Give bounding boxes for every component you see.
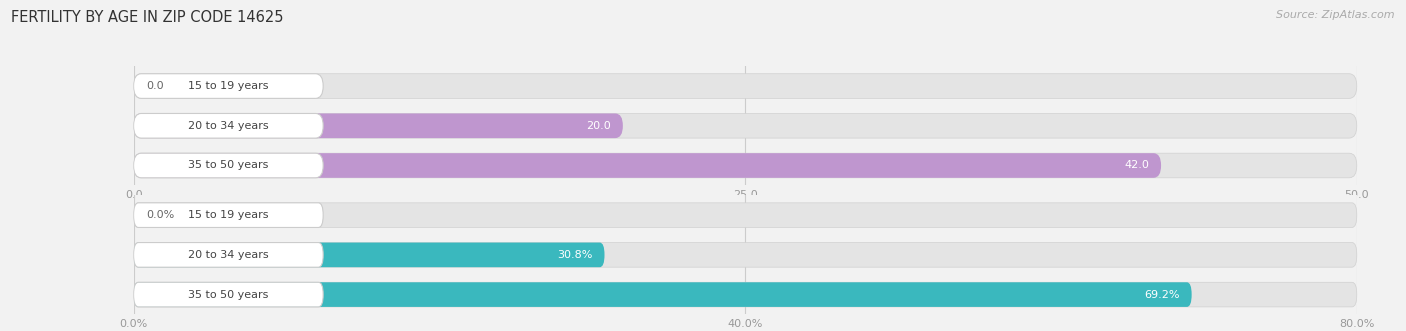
- Text: 15 to 19 years: 15 to 19 years: [188, 81, 269, 91]
- FancyBboxPatch shape: [134, 153, 1161, 178]
- FancyBboxPatch shape: [134, 114, 623, 138]
- Text: FERTILITY BY AGE IN ZIP CODE 14625: FERTILITY BY AGE IN ZIP CODE 14625: [11, 10, 284, 25]
- FancyBboxPatch shape: [134, 114, 323, 138]
- Text: 69.2%: 69.2%: [1144, 290, 1180, 300]
- FancyBboxPatch shape: [134, 153, 323, 178]
- FancyBboxPatch shape: [134, 243, 605, 267]
- FancyBboxPatch shape: [134, 153, 1357, 178]
- FancyBboxPatch shape: [134, 203, 1357, 227]
- Text: 35 to 50 years: 35 to 50 years: [188, 290, 269, 300]
- Text: Source: ZipAtlas.com: Source: ZipAtlas.com: [1277, 10, 1395, 20]
- Text: 20 to 34 years: 20 to 34 years: [188, 250, 269, 260]
- FancyBboxPatch shape: [134, 243, 1357, 267]
- Text: 20.0: 20.0: [586, 121, 610, 131]
- FancyBboxPatch shape: [134, 282, 1192, 307]
- FancyBboxPatch shape: [134, 203, 323, 227]
- FancyBboxPatch shape: [134, 74, 323, 98]
- FancyBboxPatch shape: [134, 282, 323, 307]
- FancyBboxPatch shape: [134, 282, 1357, 307]
- Text: 20 to 34 years: 20 to 34 years: [188, 121, 269, 131]
- Text: 15 to 19 years: 15 to 19 years: [188, 210, 269, 220]
- FancyBboxPatch shape: [134, 114, 1357, 138]
- Text: 30.8%: 30.8%: [557, 250, 592, 260]
- FancyBboxPatch shape: [134, 243, 323, 267]
- Text: 42.0: 42.0: [1123, 161, 1149, 170]
- Text: 0.0: 0.0: [146, 81, 163, 91]
- Text: 0.0%: 0.0%: [146, 210, 174, 220]
- FancyBboxPatch shape: [134, 74, 1357, 98]
- Text: 35 to 50 years: 35 to 50 years: [188, 161, 269, 170]
